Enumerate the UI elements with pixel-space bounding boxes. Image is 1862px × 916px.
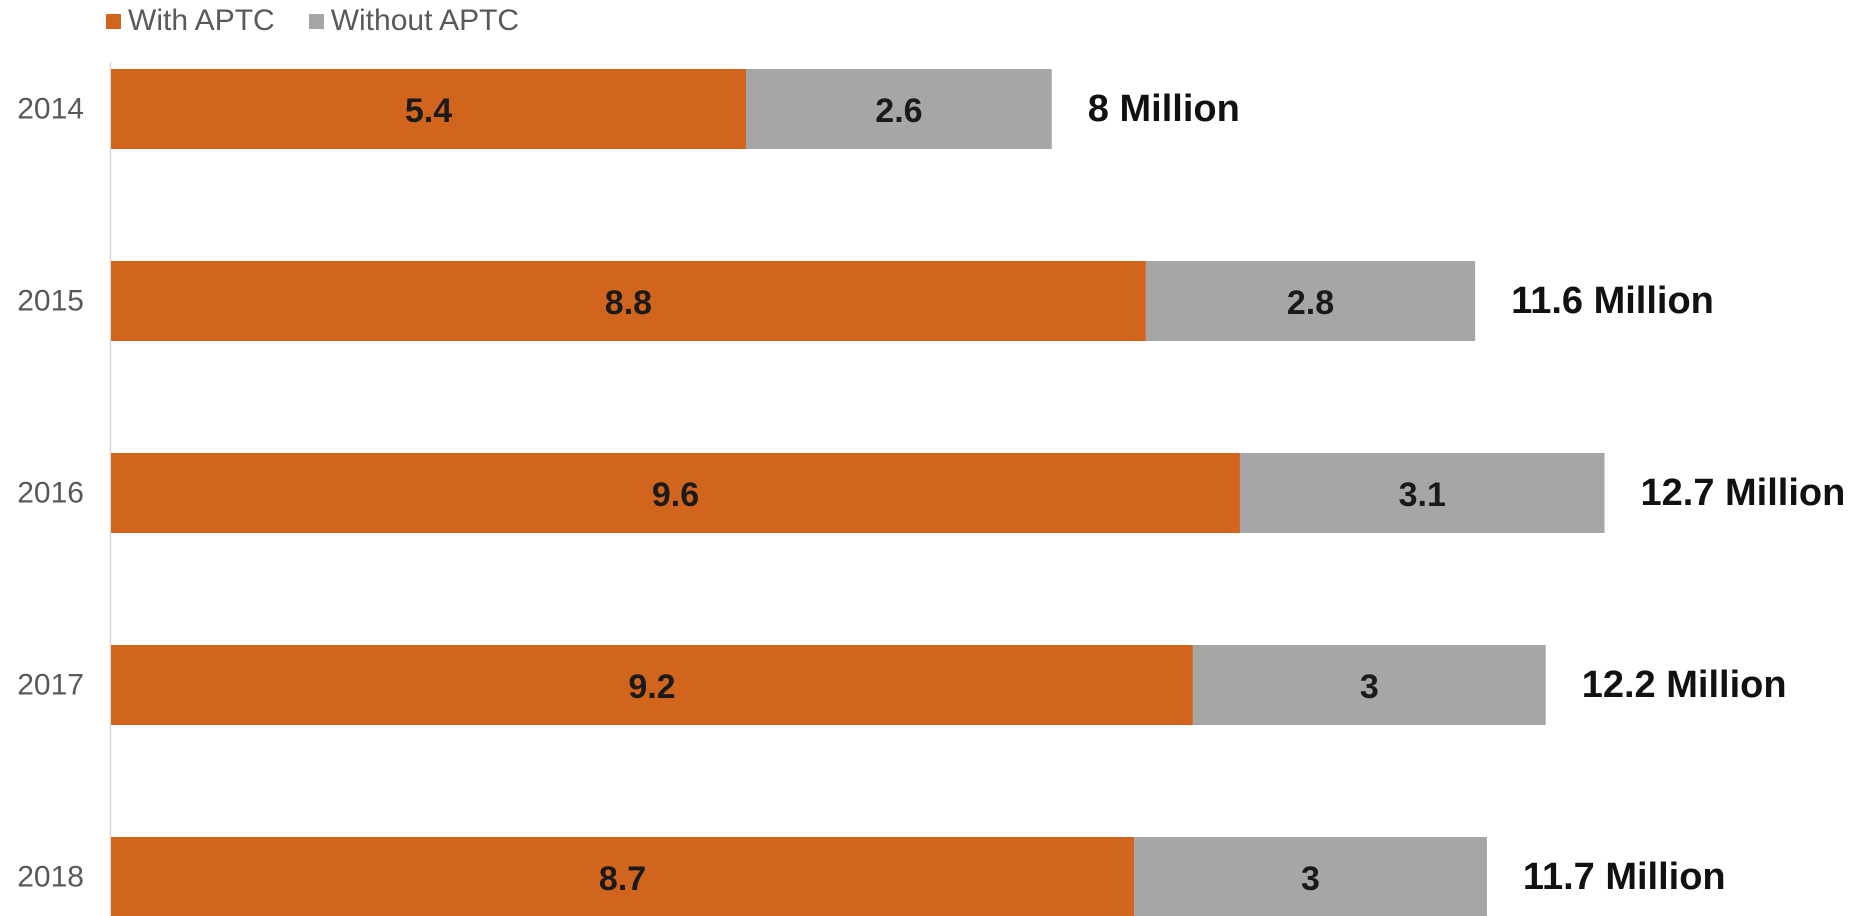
legend-item-with-aptc: With APTC — [106, 4, 275, 38]
data-label-with-aptc-2018: 8.7 — [599, 860, 646, 898]
bar-with-aptc-2015 — [111, 261, 1146, 341]
bar-without-aptc-2015 — [1145, 261, 1476, 341]
legend-item-without-aptc: Without APTC — [308, 4, 520, 38]
legend-swatch-with-aptc — [106, 13, 121, 29]
data-label-without-aptc-2015: 2.8 — [1287, 284, 1334, 322]
bar-without-aptc-2014 — [746, 69, 1052, 149]
category-label-2015: 2015 — [17, 285, 84, 318]
data-label-with-aptc-2015: 8.8 — [605, 284, 652, 322]
total-label-2015: 11.6 Million — [1511, 280, 1714, 322]
data-label-without-aptc-2018: 3 — [1301, 860, 1320, 898]
bar-with-aptc-2016 — [111, 453, 1240, 533]
bar-with-aptc-2014 — [111, 69, 747, 149]
bar-with-aptc-2018 — [111, 837, 1135, 916]
bar-without-aptc-2018 — [1134, 837, 1487, 916]
legend-swatch-without-aptc — [308, 13, 324, 29]
data-label-with-aptc-2017: 9.2 — [628, 668, 675, 706]
legend: With APTC Without APTC — [106, 4, 553, 38]
data-label-without-aptc-2017: 3 — [1360, 668, 1379, 706]
total-label-2016: 12.7 Million — [1641, 472, 1846, 514]
category-label-2017: 2017 — [17, 669, 84, 702]
category-label-2018: 2018 — [17, 861, 84, 894]
bar-with-aptc-2017 — [111, 645, 1193, 725]
category-label-2016: 2016 — [17, 477, 84, 510]
data-label-with-aptc-2016: 9.6 — [652, 476, 699, 514]
total-label-2018: 11.7 Million — [1523, 856, 1726, 898]
bar-without-aptc-2017 — [1192, 645, 1546, 725]
total-label-2017: 12.2 Million — [1582, 664, 1787, 706]
legend-label-without-aptc: Without APTC — [330, 4, 520, 37]
category-label-2014: 2014 — [17, 93, 84, 126]
data-label-without-aptc-2014: 2.6 — [875, 92, 922, 130]
total-label-2014: 8 Million — [1088, 88, 1240, 130]
legend-label-with-aptc: With APTC — [128, 4, 275, 37]
bar-without-aptc-2016 — [1239, 453, 1605, 533]
data-label-without-aptc-2016: 3.1 — [1399, 476, 1446, 514]
data-label-with-aptc-2014: 5.4 — [405, 92, 452, 130]
